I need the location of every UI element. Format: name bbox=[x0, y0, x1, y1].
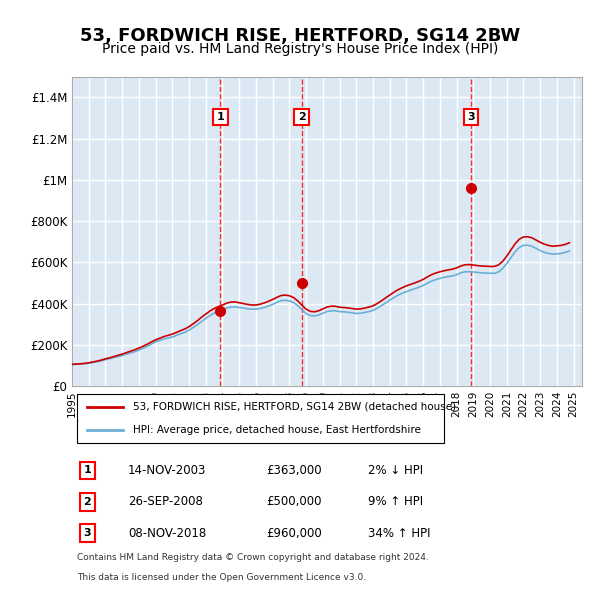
Text: This data is licensed under the Open Government Licence v3.0.: This data is licensed under the Open Gov… bbox=[77, 573, 366, 582]
Text: 2% ↓ HPI: 2% ↓ HPI bbox=[368, 464, 423, 477]
Text: £960,000: £960,000 bbox=[266, 527, 322, 540]
Text: 08-NOV-2018: 08-NOV-2018 bbox=[128, 527, 206, 540]
Text: 9% ↑ HPI: 9% ↑ HPI bbox=[368, 495, 423, 508]
Text: 3: 3 bbox=[467, 112, 475, 122]
Text: 3: 3 bbox=[83, 528, 91, 538]
Text: 53, FORDWICH RISE, HERTFORD, SG14 2BW (detached house): 53, FORDWICH RISE, HERTFORD, SG14 2BW (d… bbox=[133, 402, 457, 412]
Text: 34% ↑ HPI: 34% ↑ HPI bbox=[368, 527, 430, 540]
Text: 1: 1 bbox=[83, 466, 91, 476]
Text: £363,000: £363,000 bbox=[266, 464, 322, 477]
Text: Contains HM Land Registry data © Crown copyright and database right 2024.: Contains HM Land Registry data © Crown c… bbox=[77, 553, 429, 562]
Text: Price paid vs. HM Land Registry's House Price Index (HPI): Price paid vs. HM Land Registry's House … bbox=[102, 42, 498, 57]
Text: 2: 2 bbox=[298, 112, 305, 122]
Text: 2: 2 bbox=[83, 497, 91, 507]
Text: 14-NOV-2003: 14-NOV-2003 bbox=[128, 464, 206, 477]
Text: HPI: Average price, detached house, East Hertfordshire: HPI: Average price, detached house, East… bbox=[133, 425, 421, 435]
Text: 53, FORDWICH RISE, HERTFORD, SG14 2BW: 53, FORDWICH RISE, HERTFORD, SG14 2BW bbox=[80, 27, 520, 45]
Text: 1: 1 bbox=[217, 112, 224, 122]
Text: 26-SEP-2008: 26-SEP-2008 bbox=[128, 495, 203, 508]
Text: £500,000: £500,000 bbox=[266, 495, 322, 508]
FancyBboxPatch shape bbox=[77, 394, 444, 442]
